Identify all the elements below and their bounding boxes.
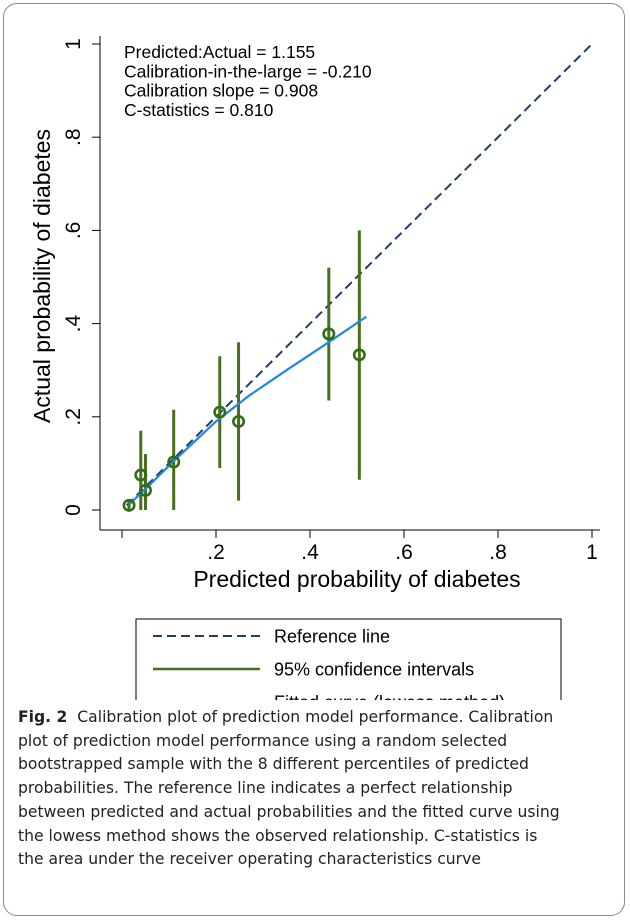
observed-point [213, 405, 227, 419]
annotation-text: Calibration-in-the-large = -0.210 [124, 61, 372, 81]
calibration-chart: .2 .4 .6 .8 1 0 .2 .4 .6 .8 1 Predicted probability… [29, 36, 600, 701]
figure-frame [3, 3, 625, 916]
fitted-curve [128, 315, 368, 506]
y-tick-label: 0 [62, 504, 85, 516]
annotation-text: C-statistics = 0.810 [124, 100, 274, 120]
y-tick-label: .2 [62, 408, 85, 426]
annotation-text: Calibration slope = 0.908 [124, 81, 318, 101]
x-axis-title: Predicted probability of diabetes [193, 566, 520, 592]
legend-label: Reference line [274, 627, 390, 647]
figure-caption: Fig. 2 Calibration plot of prediction mo… [18, 706, 618, 872]
y-tick-label: 1 [62, 38, 85, 50]
x-tick-label: .8 [489, 541, 507, 564]
observed-point [352, 348, 366, 362]
caption-line: the lowess method shows the observed rel… [18, 826, 538, 845]
y-tick-label: .4 [62, 315, 85, 333]
x-tick-label: .4 [301, 541, 319, 564]
caption-line: plot of prediction model performance usi… [18, 731, 508, 750]
y-axis-title: Actual probability of diabetes [29, 129, 55, 423]
legend-label: 95% confidence intervals [274, 660, 474, 680]
caption-line: probabilities. The reference line indica… [18, 779, 513, 798]
legend-box [135, 618, 562, 700]
observed-point [139, 483, 153, 497]
x-tick-label: 1 [586, 541, 598, 564]
caption-line: Calibration plot of prediction model per… [77, 708, 554, 726]
observed-point [122, 498, 136, 512]
x-tick-label: .6 [395, 541, 413, 564]
caption-line: the area under the receiver operating ch… [18, 850, 481, 869]
observed-point [167, 455, 181, 469]
observed-point [232, 414, 246, 428]
caption-line: bootstrapped sample with the 8 different… [18, 755, 529, 774]
y-tick-label: .8 [62, 128, 85, 146]
caption-figure-label: Fig. 2 [18, 708, 68, 726]
observed-point [134, 468, 148, 482]
observed-point [322, 327, 336, 341]
annotation-text: Predicted:Actual = 1.155 [124, 42, 315, 62]
caption-line: between predicted and actual probabiliti… [18, 802, 560, 821]
legend-label: Fitted curve (lowess method) [274, 693, 505, 701]
x-tick-label: .2 [207, 541, 225, 564]
y-tick-label: .6 [62, 222, 85, 240]
